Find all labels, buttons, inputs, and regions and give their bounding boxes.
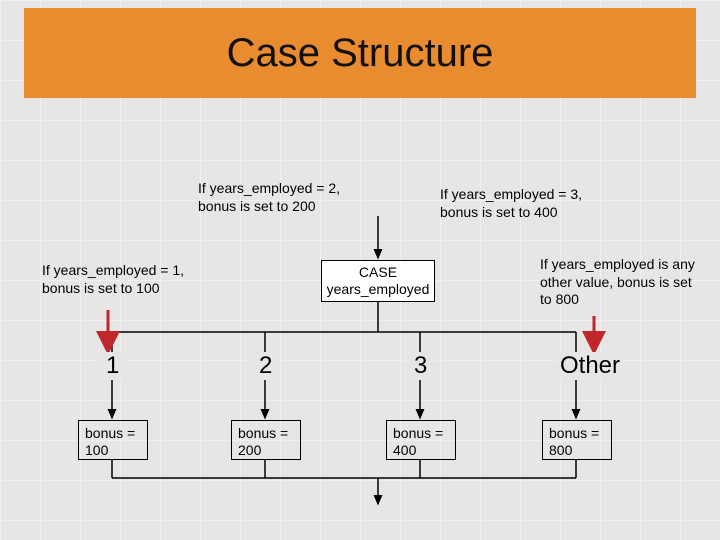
branch-label-3: 3 (406, 352, 435, 380)
annotation-other: If years_employed is any other value, bo… (540, 256, 700, 309)
case-node: CASE years_employed (321, 260, 435, 302)
leaf-2-line1: bonus = (238, 425, 288, 441)
leaf-1: bonus = 100 (78, 420, 148, 460)
annotation-case1: If years_employed = 1, bonus is set to 1… (42, 262, 212, 297)
case-node-line1: CASE (359, 264, 397, 280)
leaf-3-line2: 400 (393, 442, 416, 458)
annotation-case2: If years_employed = 2, bonus is set to 2… (198, 180, 368, 215)
leaf-3: bonus = 400 (386, 420, 456, 460)
branch-label-1: 1 (98, 352, 127, 380)
leaf-1-line1: bonus = (85, 425, 135, 441)
leaf-other-line2: 800 (549, 442, 572, 458)
branch-label-other: Other (556, 352, 624, 380)
leaf-other-line1: bonus = (549, 425, 599, 441)
case-node-line2: years_employed (327, 281, 430, 297)
annotation-case3: If years_employed = 3, bonus is set to 4… (440, 186, 610, 221)
leaf-2-line2: 200 (238, 442, 261, 458)
leaf-1-line2: 100 (85, 442, 108, 458)
leaf-other: bonus = 800 (542, 420, 612, 460)
branch-label-2: 2 (251, 352, 280, 380)
leaf-3-line1: bonus = (393, 425, 443, 441)
leaf-2: bonus = 200 (231, 420, 301, 460)
